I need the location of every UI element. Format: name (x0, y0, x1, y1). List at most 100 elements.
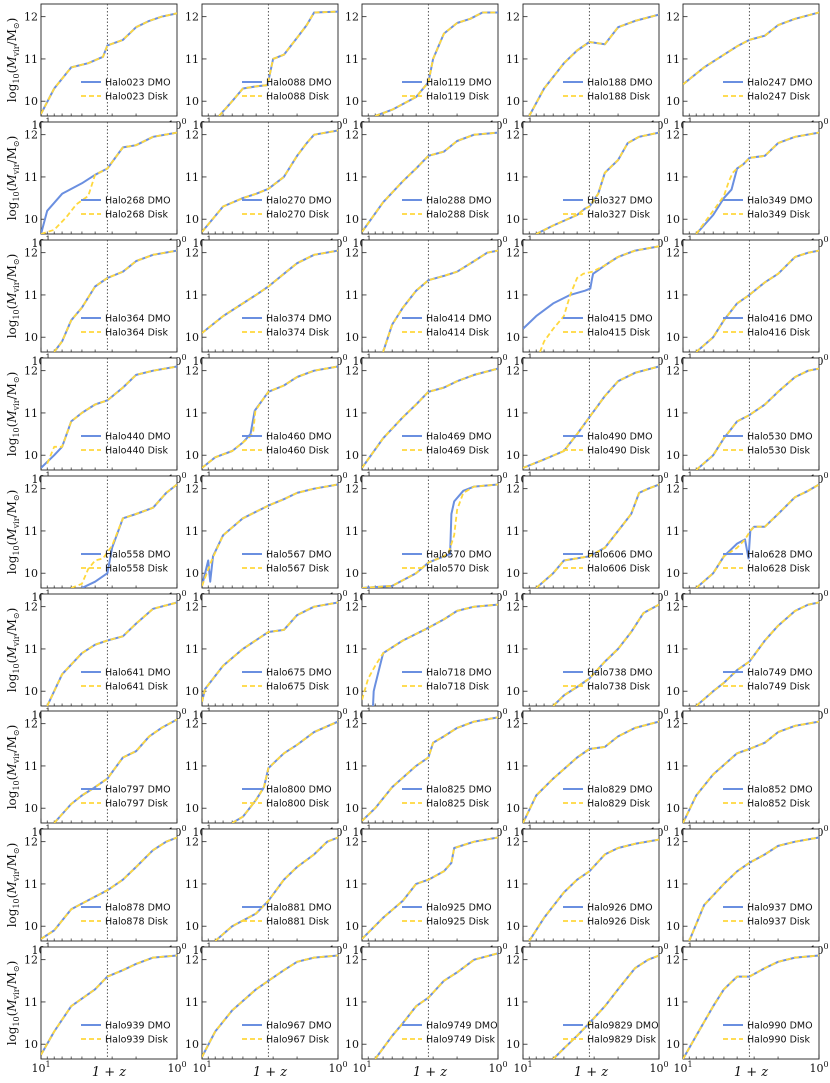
y-tick-label: 12 (666, 718, 680, 731)
y-tick-label: 12 (345, 954, 359, 967)
panel-frame (40, 593, 178, 707)
y-tick-label: 10 (185, 449, 199, 462)
legend-disk-label: Halo800 Disk (266, 799, 329, 810)
series-disk-line (202, 129, 338, 233)
legend-dmo-label: Halo188 DMO (587, 78, 653, 89)
y-tick-label: 10 (666, 1038, 680, 1051)
y-tick-label: 11 (666, 760, 680, 773)
y-tick-label: 11 (24, 996, 38, 1009)
legend-dmo-label: Halo414 DMO (426, 314, 492, 325)
y-tick-label: 11 (345, 53, 359, 66)
y-tick-label: 11 (24, 878, 38, 891)
panel-halo9829: 10 11 12 101 100 Halo9829 DMO Halo9829 Disk (506, 946, 669, 1075)
y-tick-label: 10 (666, 802, 680, 815)
y-tick-label: 10 (506, 802, 520, 815)
y-tick-label: 11 (185, 760, 199, 773)
legend-disk-label: Halo364 Disk (105, 328, 168, 339)
legend-disk-label: Halo939 Disk (105, 1035, 168, 1046)
series-disk-line (41, 954, 177, 1056)
legend-disk-label: Halo570 Disk (426, 564, 489, 575)
series-disk-line (202, 954, 338, 1058)
y-tick-label: 10 (345, 920, 359, 933)
legend-disk-label: Halo414 Disk (426, 328, 489, 339)
legend-disk-label: Halo829 Disk (587, 799, 650, 810)
y-tick-label: 12 (185, 247, 199, 260)
series-disk-line (218, 10, 338, 116)
y-tick-label: 11 (185, 407, 199, 420)
panel-frame (522, 3, 660, 117)
legend-dmo-label: Halo800 DMO (266, 785, 332, 796)
y-tick-label: 12 (506, 954, 520, 967)
y-tick-label: 12 (345, 247, 359, 260)
x-tick-label: 100 (167, 1060, 186, 1075)
series-disk-line (523, 720, 659, 823)
panel-frame (361, 828, 499, 942)
legend-dmo-label: Halo628 DMO (747, 550, 813, 561)
series-disk-line (70, 483, 177, 588)
y-tick-label: 11 (185, 996, 199, 1009)
series-disk-line (41, 836, 177, 940)
legend-dmo-label: Halo364 DMO (105, 314, 171, 325)
y-tick-label: 12 (506, 601, 520, 614)
x-tick-label: 101 (513, 1060, 532, 1075)
legend-dmo-label: Halo530 DMO (747, 432, 813, 443)
legend-disk-label: Halo415 Disk (587, 328, 650, 339)
series-disk-line (382, 249, 498, 352)
panel-frame (361, 121, 499, 235)
legend-disk-label: Halo797 Disk (105, 799, 168, 810)
y-tick-label: 11 (666, 407, 680, 420)
legend-disk-label: Halo567 Disk (266, 564, 329, 575)
y-tick-label: 10 (185, 685, 199, 698)
y-tick-label: 10 (666, 95, 680, 108)
y-tick-label: 12 (345, 129, 359, 142)
legend-disk-label: Halo718 Disk (426, 682, 489, 693)
legend-disk-label: Halo738 Disk (587, 682, 650, 693)
legend-dmo-label: Halo926 DMO (587, 903, 653, 914)
y-tick-label: 12 (24, 483, 38, 496)
legend-disk-label: Halo990 Disk (747, 1035, 810, 1046)
panel-halo990: 10 11 12 101 100 Halo990 DMO Halo990 Disk (666, 946, 829, 1075)
panel-frame (40, 946, 178, 1060)
y-tick-label: 12 (185, 836, 199, 849)
panel-frame (522, 828, 660, 942)
legend-disk-label: Halo460 Disk (266, 446, 329, 457)
legend-disk-label: Halo9829 Disk (587, 1035, 657, 1046)
series-disk-line (535, 131, 659, 234)
y-tick-label: 12 (24, 11, 38, 24)
series-disk-line (683, 954, 819, 1059)
series-disk-line (683, 11, 819, 86)
legend-dmo-label: Halo9829 DMO (587, 1021, 659, 1032)
panel-frame (40, 239, 178, 353)
x-tick-label: 100 (809, 1060, 828, 1075)
series-disk-line (46, 601, 177, 706)
y-tick-label: 10 (506, 920, 520, 933)
y-tick-label: 10 (506, 1038, 520, 1051)
series-dmo-line (523, 245, 659, 330)
y-tick-label: 11 (506, 996, 520, 1009)
y-tick-label: 11 (506, 643, 520, 656)
y-tick-label: 12 (24, 601, 38, 614)
legend-disk-label: Halo926 Disk (587, 917, 650, 928)
y-tick-label: 10 (666, 331, 680, 344)
y-tick-label: 10 (506, 567, 520, 580)
y-tick-label: 11 (185, 643, 199, 656)
y-tick-label: 12 (666, 247, 680, 260)
panel-frame (201, 475, 339, 589)
y-tick-label: 10 (345, 213, 359, 226)
legend-disk-label: Halo852 Disk (747, 799, 810, 810)
legend-dmo-label: Halo641 DMO (105, 668, 171, 679)
y-tick-label: 10 (185, 567, 199, 580)
